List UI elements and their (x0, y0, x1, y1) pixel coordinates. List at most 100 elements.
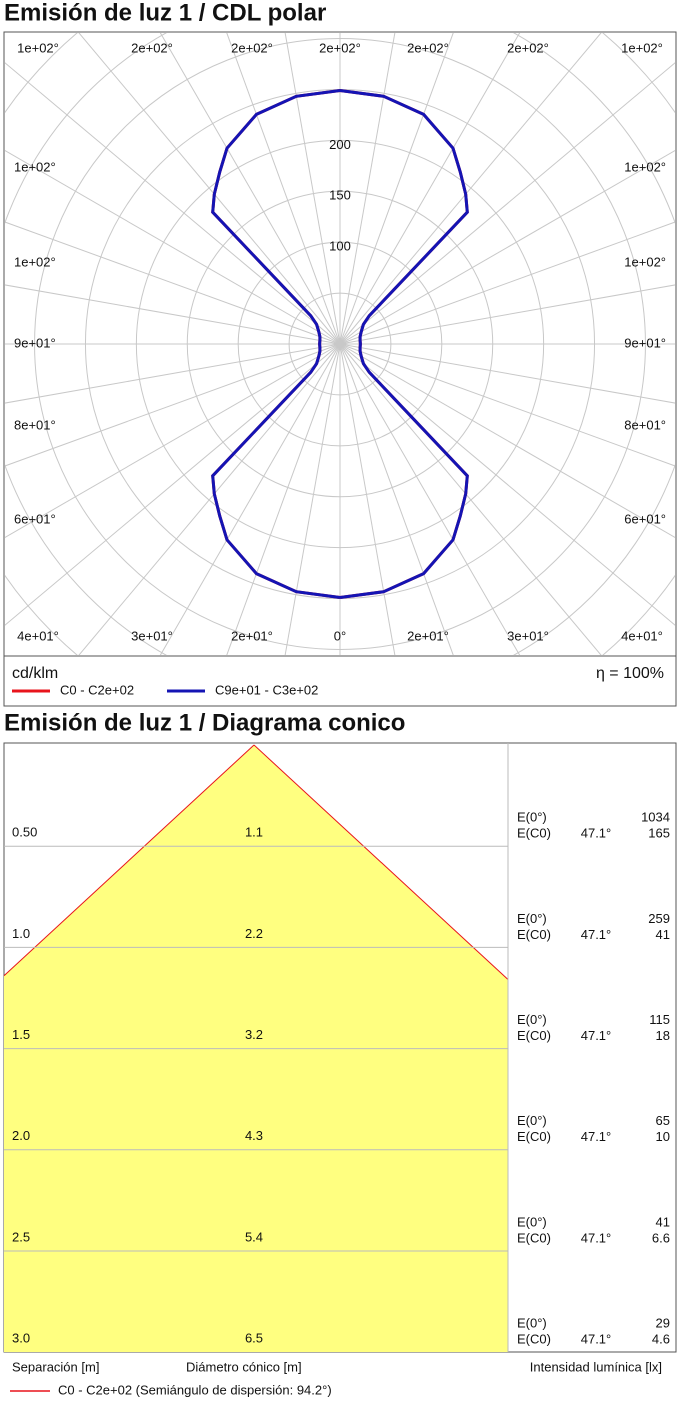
separation: 1.5 (12, 1027, 30, 1042)
footer-label: Separación [m] (12, 1359, 99, 1374)
spoke (339, 33, 602, 345)
unit-label: cd/klm (12, 665, 58, 682)
spoke (339, 62, 675, 345)
spoke (226, 33, 341, 345)
cone-plot: 0.50 1.1 E(0°) 1034 E(C0) 47.1° 165 1.0 2.2 E(0°)… (3, 743, 670, 1352)
polar-plot: 100 150 200 (5, 33, 675, 655)
diameter: 5.4 (245, 1229, 263, 1244)
e0-value: 1034 (641, 810, 670, 825)
separation: 1.0 (12, 926, 30, 941)
e0-value: 115 (649, 1012, 670, 1027)
intensity-curve (211, 88, 469, 599)
e0-label: E(0°) (517, 810, 547, 825)
angle-label: 4e+01° (621, 628, 663, 643)
spoke (339, 343, 396, 655)
angle-label: 2e+01° (407, 628, 449, 643)
diameter: 3.2 (245, 1027, 263, 1042)
spoke (339, 33, 396, 345)
angle-label: 4e+01° (17, 628, 59, 643)
e0-label: E(0°) (517, 1316, 547, 1331)
angle-label: 1e+02° (14, 254, 56, 269)
separation: 0.50 (12, 825, 37, 840)
e0-label: E(0°) (517, 911, 547, 926)
polar-title: Emisión de luz 1 / CDL polar (4, 0, 326, 26)
r-tick-label: 150 (329, 188, 351, 203)
e0-value: 29 (656, 1316, 670, 1331)
spoke (5, 343, 341, 538)
diameter: 4.3 (245, 1128, 263, 1143)
e0-value: 41 (656, 1214, 670, 1229)
angle-label: 2e+01° (231, 628, 273, 643)
spoke (339, 343, 675, 467)
grid-ring (237, 241, 443, 447)
angle-label: 6e+01° (624, 511, 666, 526)
spoke (284, 343, 341, 655)
r-tick-label: 200 (329, 137, 351, 152)
spoke (339, 343, 675, 538)
spoke (5, 150, 341, 345)
ec-value: 41 (656, 927, 670, 942)
angle-label: 2e+02° (407, 40, 449, 55)
ec-angle: 47.1° (581, 1332, 612, 1347)
separation: 3.0 (12, 1331, 30, 1346)
angle-label: 8e+01° (14, 417, 56, 432)
angle-label: 2e+02° (319, 40, 361, 55)
cone-edge (3, 744, 255, 977)
r-tick-label: 100 (329, 239, 351, 254)
grid-ring (34, 38, 646, 650)
spoke (78, 343, 341, 655)
spoke (284, 33, 341, 345)
angle-label: 2e+02° (231, 40, 273, 55)
spoke (339, 150, 675, 345)
grid-ring (135, 139, 545, 549)
footer-label: Intensidad lumínica [lx] (530, 1359, 662, 1374)
e0-label: E(0°) (517, 1113, 547, 1128)
ec-label: E(C0) (517, 1332, 551, 1347)
polar-frame (3, 31, 677, 707)
grid-ring (186, 190, 494, 498)
angle-label: 1e+02° (624, 254, 666, 269)
angle-label: 1e+02° (14, 159, 56, 174)
spoke (5, 343, 341, 467)
ec-value: 4.6 (652, 1332, 670, 1347)
ec-angle: 47.1° (581, 1129, 612, 1144)
spoke (339, 343, 454, 655)
legend-label: C0 - C2e+02 (Semiángulo de dispersión: 9… (58, 1382, 332, 1397)
angle-label: 3e+01° (507, 628, 549, 643)
ec-angle: 47.1° (581, 1230, 612, 1245)
e0-label: E(0°) (517, 1012, 547, 1027)
spoke (5, 343, 341, 626)
angle-label: 6e+01° (14, 511, 56, 526)
spoke (78, 33, 341, 345)
spoke (339, 221, 675, 345)
angle-label: 1e+02° (621, 40, 663, 55)
ec-angle: 47.1° (581, 1028, 612, 1043)
cone-title: Emisión de luz 1 / Diagrama conico (4, 709, 405, 736)
efficiency: η = 100% (596, 665, 664, 682)
ec-angle: 47.1° (581, 927, 612, 942)
diameter: 6.5 (245, 1331, 263, 1346)
angle-label: 9e+01° (624, 335, 666, 350)
e0-value: 65 (656, 1113, 670, 1128)
angle-label: 1e+02° (17, 40, 59, 55)
angle-label: 2e+02° (507, 40, 549, 55)
separation: 2.5 (12, 1229, 30, 1244)
spoke (339, 33, 521, 345)
ec-label: E(C0) (517, 1230, 551, 1245)
ec-value: 6.6 (652, 1230, 670, 1245)
ec-label: E(C0) (517, 927, 551, 942)
legend-label: C0 - C2e+02 (60, 682, 134, 697)
spoke (226, 343, 341, 655)
spoke (5, 284, 341, 345)
angle-label: 9e+01° (14, 335, 56, 350)
angle-label: 1e+02° (624, 159, 666, 174)
ec-angle: 47.1° (581, 826, 612, 841)
footer-label: Diámetro cónico [m] (186, 1359, 302, 1374)
spoke (5, 343, 341, 404)
ec-label: E(C0) (517, 1129, 551, 1144)
angle-label: 8e+01° (624, 417, 666, 432)
spoke (159, 33, 341, 345)
ec-value: 10 (656, 1129, 670, 1144)
legend-label: C9e+01 - C3e+02 (215, 682, 318, 697)
